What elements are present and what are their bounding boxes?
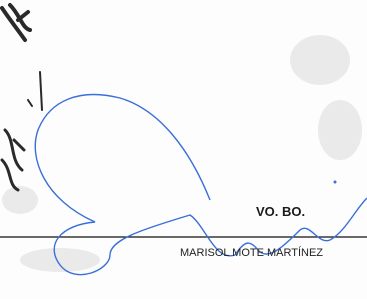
page: VO. BO. MARISOL MOTE MARTÍNEZ (() => { c… bbox=[0, 0, 367, 299]
ink-dot bbox=[334, 181, 337, 184]
document-scan: VO. BO. MARISOL MOTE MARTÍNEZ bbox=[0, 0, 367, 299]
signatory-name: MARISOL MOTE MARTÍNEZ bbox=[180, 246, 323, 259]
approval-label: VO. BO. bbox=[256, 204, 305, 219]
